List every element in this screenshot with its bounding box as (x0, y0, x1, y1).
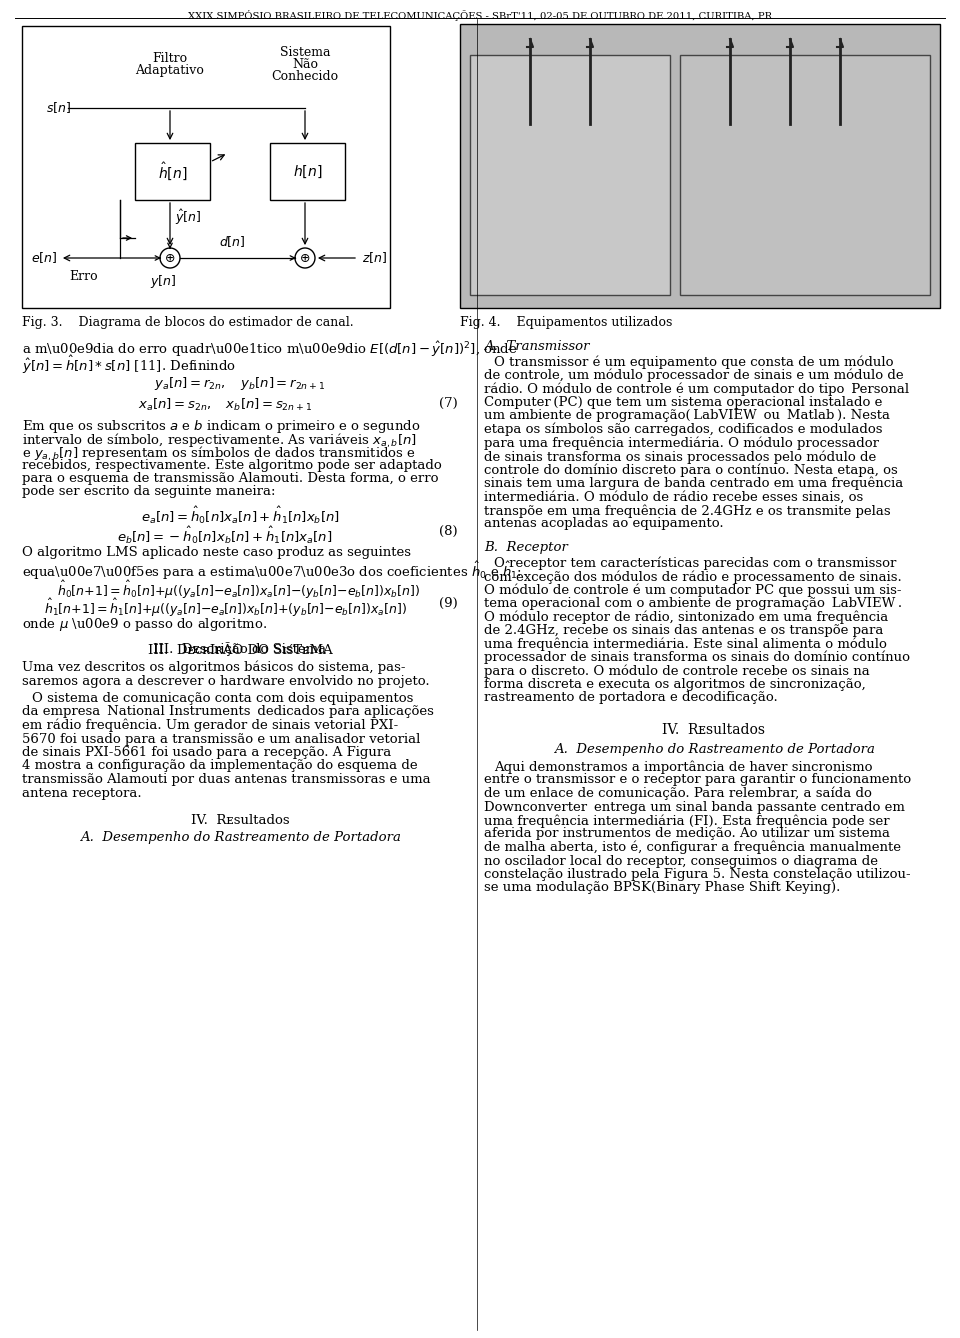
Text: $e[n]$: $e[n]$ (31, 250, 57, 265)
Text: de sinais transforma os sinais processados pelo módulo de: de sinais transforma os sinais processad… (484, 450, 876, 463)
Text: intermediária. O módulo de rádio recebe esses sinais, os: intermediária. O módulo de rádio recebe … (484, 491, 863, 503)
Text: Em que os subscritos $a$ e $b$ indicam o primeiro e o segundo: Em que os subscritos $a$ e $b$ indicam o… (22, 417, 420, 435)
Text: de sinais PXI-5661 foi usado para a recepção. A Figura: de sinais PXI-5661 foi usado para a rece… (22, 747, 392, 759)
Text: III.  DᴇᴄʀIʀÃO DO SɪśTᴇΜΑ: III. DᴇᴄʀIʀÃO DO SɪśTᴇΜΑ (148, 644, 332, 657)
Text: no oscilador local do receptor, conseguimos o diagrama de: no oscilador local do receptor, consegui… (484, 855, 878, 867)
Text: O módulo de controle é um computador PC que possui um sis-: O módulo de controle é um computador PC … (484, 583, 901, 597)
Text: (9): (9) (440, 597, 458, 610)
Text: 5670 foi usado para a transmissão e um analisador vetorial: 5670 foi usado para a transmissão e um a… (22, 732, 420, 745)
Text: $\oplus$: $\oplus$ (300, 252, 311, 265)
Text: intervalo de símbolo, respectivamente. As variáveis $x_{a,b}[n]$: intervalo de símbolo, respectivamente. A… (22, 431, 417, 450)
Text: $x_a[n] = s_{2n},\quad x_b[n] = s_{2n+1}$: $x_a[n] = s_{2n},\quad x_b[n] = s_{2n+1}… (138, 396, 312, 412)
Text: recebidos, respectivamente. Este algoritmo pode ser adaptado: recebidos, respectivamente. Este algorit… (22, 459, 442, 471)
Text: transpõe em uma frequência de 2.4GHz e os transmite pelas: transpõe em uma frequência de 2.4GHz e o… (484, 504, 891, 518)
Text: Erro: Erro (70, 270, 98, 284)
Text: A.  Transmissor: A. Transmissor (484, 340, 589, 353)
Text: Uma vez descritos os algoritmos básicos do sistema, pas-: Uma vez descritos os algoritmos básicos … (22, 661, 405, 674)
Text: de controle, um módulo processador de sinais e um módulo de: de controle, um módulo processador de si… (484, 369, 903, 383)
Text: equa\u00e7\u00f5es para a estima\u00e7\u00e3o dos coeficientes $\hat{h}_0$ e $\h: equa\u00e7\u00f5es para a estima\u00e7\u… (22, 559, 522, 582)
Text: entre o transmissor e o receptor para garantir o funcionamento: entre o transmissor e o receptor para ga… (484, 773, 911, 787)
Text: de um enlace de comunicação. Para relembrar, a saída do: de um enlace de comunicação. Para relemb… (484, 787, 872, 800)
Text: Computer (PC) que tem um sistema operacional instalado e: Computer (PC) que tem um sistema operaci… (484, 396, 882, 409)
Text: IV.  Rᴇsultados: IV. Rᴇsultados (191, 814, 289, 827)
Text: $e_b[n] = -\hat{h}_0[n]x_b[n] + \hat{h}_1[n]x_a[n]$: $e_b[n] = -\hat{h}_0[n]x_b[n] + \hat{h}_… (117, 524, 333, 546)
Text: $\hat{y}[n]$: $\hat{y}[n]$ (175, 207, 202, 227)
Text: com exceção dos módulos de rádio e processamento de sinais.: com exceção dos módulos de rádio e proce… (484, 570, 901, 583)
Text: O sistema de comunicação conta com dois equipamentos: O sistema de comunicação conta com dois … (32, 692, 414, 705)
Text: um ambiente de programação( LabVIEW  ou  Matlab ). Nesta: um ambiente de programação( LabVIEW ou M… (484, 409, 890, 423)
Text: A.  Desempenho do Rastreamento de Portadora: A. Desempenho do Rastreamento de Portado… (80, 831, 400, 844)
Text: se uma modulação BPSK(Binary Phase Shift Keying).: se uma modulação BPSK(Binary Phase Shift… (484, 882, 840, 895)
Text: saremos agora a descrever o hardware envolvido no projeto.: saremos agora a descrever o hardware env… (22, 674, 430, 688)
Text: Sistema: Sistema (279, 45, 330, 59)
Text: de malha aberta, isto é, configurar a frequência manualmente: de malha aberta, isto é, configurar a fr… (484, 842, 901, 855)
Text: O algoritmo LMS aplicado neste caso produz as seguintes: O algoritmo LMS aplicado neste caso prod… (22, 546, 411, 559)
Text: da empresa  National Instruments  dedicados para aplicações: da empresa National Instruments dedicado… (22, 705, 434, 719)
Bar (270, 143, 345, 199)
Text: Downconverter  entrega um sinal banda passante centrado em: Downconverter entrega um sinal banda pas… (484, 800, 905, 814)
Text: rastreamento de portadora e decodificação.: rastreamento de portadora e decodificaçã… (484, 692, 778, 705)
Text: (8): (8) (440, 524, 458, 538)
Text: Adaptativo: Adaptativo (135, 64, 204, 78)
Text: $y_a[n] = r_{2n},\quad y_b[n] = r_{2n+1}$: $y_a[n] = r_{2n},\quad y_b[n] = r_{2n+1}… (155, 375, 325, 392)
Text: em rádio frequência. Um gerador de sinais vetorial PXI-: em rádio frequência. Um gerador de sinai… (22, 719, 398, 732)
Text: III.  Dᴇscrição do Sistema: III. Dᴇscrição do Sistema (154, 644, 326, 657)
Text: controle do domínio discreto para o contínuo. Nesta etapa, os: controle do domínio discreto para o cont… (484, 463, 898, 478)
Text: Fig. 4.    Equipamentos utilizados: Fig. 4. Equipamentos utilizados (460, 316, 672, 329)
Text: $d[n]$: $d[n]$ (219, 234, 245, 249)
Bar (22, 25, 390, 308)
Text: $\hat{h}[n]$: $\hat{h}[n]$ (157, 161, 187, 182)
Text: $z[n]$: $z[n]$ (362, 250, 387, 265)
Text: $\hat{h}_0[n{+}1] = \hat{h}_0[n]{+}\mu((y_a[n]{-}e_a[n])x_a[n]{-}(y_b[n]{-}e_b[n: $\hat{h}_0[n{+}1] = \hat{h}_0[n]{+}\mu((… (57, 579, 420, 601)
Text: tema operacional com o ambiente de programação  LabVIEW .: tema operacional com o ambiente de progr… (484, 597, 902, 610)
Text: antenas acopladas ao equipamento.: antenas acopladas ao equipamento. (484, 518, 724, 530)
Text: transmissão Alamouti por duas antenas transmissoras e uma: transmissão Alamouti por duas antenas tr… (22, 773, 431, 785)
Text: Conhecido: Conhecido (272, 70, 339, 83)
Text: constelação ilustrado pela Figura 5. Nesta constelação utilizou-: constelação ilustrado pela Figura 5. Nes… (484, 868, 911, 880)
Text: B.  Receptor: B. Receptor (484, 541, 568, 554)
Text: de 2.4GHz, recebe os sinais das antenas e os transpõe para: de 2.4GHz, recebe os sinais das antenas … (484, 624, 883, 637)
Text: uma frequência intermediária. Este sinal alimenta o módulo: uma frequência intermediária. Este sinal… (484, 637, 887, 652)
Text: e $y_{a,b}[n]$ representam os símbolos de dados transmitidos e: e $y_{a,b}[n]$ representam os símbolos d… (22, 446, 416, 463)
Text: aferida por instrumentos de medição. Ao utilizar um sistema: aferida por instrumentos de medição. Ao … (484, 827, 890, 840)
Text: $\hat{h}_1[n{+}1] = \hat{h}_1[n]{+}\mu((y_a[n]{-}e_a[n])x_b[n]{+}(y_b[n]{-}e_b[n: $\hat{h}_1[n{+}1] = \hat{h}_1[n]{+}\mu((… (43, 597, 406, 618)
Text: processador de sinais transforma os sinais do domínio contínuo: processador de sinais transforma os sina… (484, 652, 910, 665)
Text: forma discreta e executa os algoritmos de sincronização,: forma discreta e executa os algoritmos d… (484, 678, 866, 690)
Text: etapa os símbolos são carregados, codificados e modulados: etapa os símbolos são carregados, codifi… (484, 423, 882, 436)
Text: $h[n]$: $h[n]$ (293, 163, 323, 179)
Text: pode ser escrito da seguinte maneira:: pode ser escrito da seguinte maneira: (22, 486, 276, 499)
Text: para uma frequência intermediária. O módulo processador: para uma frequência intermediária. O mód… (484, 436, 879, 450)
Text: A.  Desempenho do Rastreamento de Portadora: A. Desempenho do Rastreamento de Portado… (554, 743, 875, 756)
Text: (7): (7) (440, 396, 458, 409)
Text: rádio. O módulo de controle é um computador do tipo  Personal: rádio. O módulo de controle é um computa… (484, 383, 909, 396)
Text: O transmissor é um equipamento que consta de um módulo: O transmissor é um equipamento que const… (494, 356, 894, 369)
Bar (460, 24, 940, 308)
Text: antena receptora.: antena receptora. (22, 787, 142, 800)
Text: $y[n]$: $y[n]$ (150, 273, 177, 290)
Text: $\hat{y}[n] = \hat{h}[n] * s[n]$ [11]. Definindo: $\hat{y}[n] = \hat{h}[n] * s[n]$ [11]. D… (22, 353, 236, 376)
Text: $e_a[n] = \hat{h}_0[n]x_a[n] + \hat{h}_1[n]x_b[n]$: $e_a[n] = \hat{h}_0[n]x_a[n] + \hat{h}_1… (140, 504, 340, 526)
Text: $s[n]$: $s[n]$ (46, 100, 71, 115)
Text: Não: Não (292, 58, 318, 71)
Text: para o esquema de transmissão Alamouti. Desta forma, o erro: para o esquema de transmissão Alamouti. … (22, 472, 439, 484)
Text: a m\u00e9dia do erro quadr\u00e1tico m\u00e9dio $E[(d[n] - \hat{y}[n])^2]$, onde: a m\u00e9dia do erro quadr\u00e1tico m\u… (22, 340, 517, 359)
Text: O receptor tem características parecidas com o transmissor: O receptor tem características parecidas… (494, 557, 897, 570)
Bar (135, 143, 210, 199)
Text: Filtro: Filtro (153, 52, 187, 66)
Text: IV.  Rᴇsultados: IV. Rᴇsultados (662, 723, 765, 737)
Text: O módulo receptor de rádio, sintonizado em uma frequência: O módulo receptor de rádio, sintonizado … (484, 610, 888, 624)
Text: Aqui demonstramos a importância de haver sincronismo: Aqui demonstramos a importância de haver… (494, 760, 873, 773)
Text: para o discreto. O módulo de controle recebe os sinais na: para o discreto. O módulo de controle re… (484, 665, 870, 678)
Bar (470, 55, 670, 294)
Text: 4 mostra a configuração da implementação do esquema de: 4 mostra a configuração da implementação… (22, 760, 418, 772)
Text: $\oplus$: $\oplus$ (164, 252, 176, 265)
Bar (680, 55, 930, 294)
Text: onde $\mu$ \u00e9 o passo do algoritmo.: onde $\mu$ \u00e9 o passo do algoritmo. (22, 615, 267, 633)
Text: Fig. 3.    Diagrama de blocos do estimador de canal.: Fig. 3. Diagrama de blocos do estimador … (22, 316, 353, 329)
Text: sinais tem uma largura de banda centrado em uma frequência: sinais tem uma largura de banda centrado… (484, 478, 903, 491)
Text: uma frequência intermediária (FI). Esta frequência pode ser: uma frequência intermediária (FI). Esta … (484, 814, 890, 827)
Text: XXIX SIMPÓSIO BRASILEIRO DE TELECOMUNICAÇÕES - SBrT'11, 02-05 DE OUTUBRO DE 2011: XXIX SIMPÓSIO BRASILEIRO DE TELECOMUNICA… (188, 9, 772, 21)
